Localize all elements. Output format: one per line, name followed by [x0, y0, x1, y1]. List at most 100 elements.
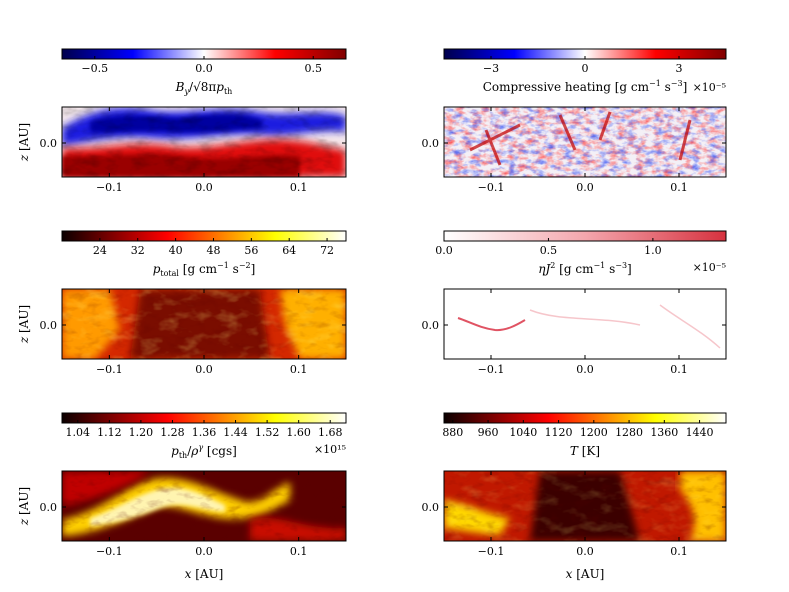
colorbar-ptotal: 24 32 40 48 56 64 72 ptotal [g cm−1 s−2] [61, 230, 347, 278]
y-tick-label: 0.0 [422, 137, 440, 150]
xlabel-left: x [AU] [185, 567, 224, 581]
colorbar-tick-label: 0.0 [435, 244, 453, 257]
y-tick-label: 0.0 [40, 137, 58, 150]
x-tick-label: 0.1 [670, 181, 688, 194]
x-tick-label: −0.1 [478, 545, 505, 558]
colorbar-temperature: 880 960 1040 1120 1200 1280 1360 1440 T [K] [442, 412, 727, 458]
colorbar-tick-label: 1.28 [160, 426, 185, 439]
colorbar-tick-label: 1.04 [66, 426, 91, 439]
ylabel-row1: z [AU] [17, 123, 31, 162]
colorbar-tick-label: 0 [582, 62, 589, 75]
colorbar-tick-label: 1280 [615, 426, 643, 439]
colorbar-tick-label: 1120 [545, 426, 573, 439]
colorbar-tick-label: 64 [282, 244, 296, 257]
x-tick-label: 0.0 [195, 181, 213, 194]
x-tick-label: 0.1 [290, 545, 308, 558]
x-tick-label: −0.1 [96, 545, 123, 558]
ylabel-row3: z [AU] [17, 487, 31, 526]
heatmap-by-axes: −0.1 0.0 0.1 0.0 [40, 107, 346, 194]
colorbar-tick-label: 1.60 [286, 426, 311, 439]
colorbar-tick-label: 960 [478, 426, 499, 439]
colorbar-tick-label: 48 [206, 244, 220, 257]
x-tick-label: 0.1 [290, 181, 308, 194]
colorbar-tick-label: −0.5 [81, 62, 108, 75]
colorbar-tick-label: 1200 [580, 426, 608, 439]
colorbar-ohmic-multiplier: ×10⁻⁵ [693, 261, 726, 274]
ylabel-row2: z [AU] [17, 305, 31, 344]
colorbar-tick-label: 1.12 [97, 426, 122, 439]
colorbar-tick-label: 1.52 [255, 426, 280, 439]
colorbar-entropy-label: pth/ργ [cgs] [171, 443, 237, 460]
heatmap-ptotal [62, 289, 346, 359]
colorbar-ohmic: 0.0 0.5 1.0 ηJ2 [g cm−1 s−3] ×10⁻⁵ [435, 230, 727, 276]
x-tick-label: 0.0 [576, 181, 594, 194]
colorbar-tick-label: 1.36 [192, 426, 217, 439]
colorbar-ptotal-bar [61, 230, 347, 242]
y-tick-label: 0.0 [40, 501, 58, 514]
colorbar-tick-label: 1.44 [223, 426, 248, 439]
colorbar-tick-label: 72 [320, 244, 334, 257]
colorbar-entropy-ticks: 1.04 1.12 1.20 1.28 1.36 1.44 1.52 1.60 1.68 [66, 420, 342, 439]
heatmap-entropy [62, 471, 346, 541]
x-tick-label: −0.1 [478, 181, 505, 194]
colorbar-ohmic-label: ηJ2 [g cm−1 s−3] [538, 261, 631, 276]
colorbar-tick-label: 1.20 [129, 426, 154, 439]
y-tick-label: 0.0 [40, 319, 58, 332]
colorbar-tick-label: 40 [169, 244, 183, 257]
colorbar-tick-label: 0.5 [304, 62, 322, 75]
colorbar-by-ticks: −0.5 0.0 0.5 [81, 56, 322, 75]
x-tick-label: 0.1 [670, 545, 688, 558]
colorbar-tick-label: 0.0 [195, 62, 213, 75]
colorbar-tick-label: 24 [93, 244, 107, 257]
colorbar-tick-label: 32 [131, 244, 145, 257]
colorbar-entropy: 1.04 1.12 1.20 1.28 1.36 1.44 1.52 1.60 1.68 pth… [61, 412, 347, 460]
colorbar-ohmic-ticks: 0.0 0.5 1.0 [435, 238, 662, 257]
ohmic-streak [457, 317, 526, 332]
colorbar-tick-label: 56 [244, 244, 258, 257]
colorbar-compressive: −3 0 3 Compressive heating [g cm−1 s−3] ×1… [443, 48, 727, 94]
colorbar-tick-label: 1440 [686, 426, 714, 439]
colorbar-tick-label: −3 [483, 62, 499, 75]
heatmap-ohmic-axes: −0.1 0.0 0.1 0.0 [422, 289, 726, 376]
colorbar-tick-label: 3 [676, 62, 683, 75]
heatmap-temperature [444, 471, 726, 541]
colorbar-tick-label: 880 [442, 426, 463, 439]
colorbar-ptotal-label: ptotal [g cm−1 s−2] [153, 261, 256, 278]
colorbar-entropy-multiplier: ×10¹⁵ [314, 443, 346, 456]
colorbar-ptotal-ticks: 24 32 40 48 56 64 72 [93, 238, 334, 257]
heatmap-compressive-axes: −0.1 0.0 0.1 0.0 [422, 107, 726, 194]
colorbar-by: −0.5 0.0 0.5 By/√8πpth [61, 48, 347, 96]
heatmap-temperature-axes: −0.1 0.0 0.1 0.0 [422, 471, 726, 558]
comp-streaks [469, 111, 692, 166]
x-tick-label: 0.0 [576, 545, 594, 558]
x-tick-label: −0.1 [96, 181, 123, 194]
heatmap-compressive [444, 107, 726, 177]
x-tick-label: 0.0 [195, 363, 213, 376]
colorbar-temperature-label: T [K] [570, 444, 600, 458]
colorbar-compressive-label: Compressive heating [g cm−1 s−3] [483, 79, 688, 94]
heatmap-ohmic [444, 289, 726, 359]
x-tick-label: 0.0 [576, 363, 594, 376]
colorbar-ohmic-bar [443, 230, 727, 242]
colorbar-tick-label: 1040 [509, 426, 537, 439]
colorbar-by-label: By/√8πpth [175, 80, 233, 96]
colorbar-tick-label: 1.0 [644, 244, 662, 257]
colorbar-temperature-ticks: 880 960 1040 1120 1200 1280 1360 1440 [442, 420, 714, 439]
x-tick-label: 0.1 [670, 363, 688, 376]
x-tick-label: −0.1 [96, 363, 123, 376]
colorbar-tick-label: 1360 [650, 426, 678, 439]
colorbar-tick-label: 0.5 [540, 244, 558, 257]
colorbar-temperature-bar [443, 412, 727, 424]
colorbar-compressive-ticks: −3 0 3 [483, 56, 683, 75]
xlabel-right: x [AU] [566, 567, 605, 581]
colorbar-compressive-multiplier: ×10⁻⁵ [693, 81, 726, 94]
x-tick-label: 0.0 [195, 545, 213, 558]
heatmap-entropy-axes: −0.1 0.0 0.1 0.0 [40, 471, 346, 558]
y-tick-label: 0.0 [422, 501, 440, 514]
ohmic-faint [529, 304, 721, 349]
x-tick-label: 0.1 [290, 363, 308, 376]
heatmap-ptotal-axes: −0.1 0.0 0.1 0.0 [40, 289, 346, 376]
heatmap-by [62, 107, 346, 177]
y-tick-label: 0.0 [422, 319, 440, 332]
